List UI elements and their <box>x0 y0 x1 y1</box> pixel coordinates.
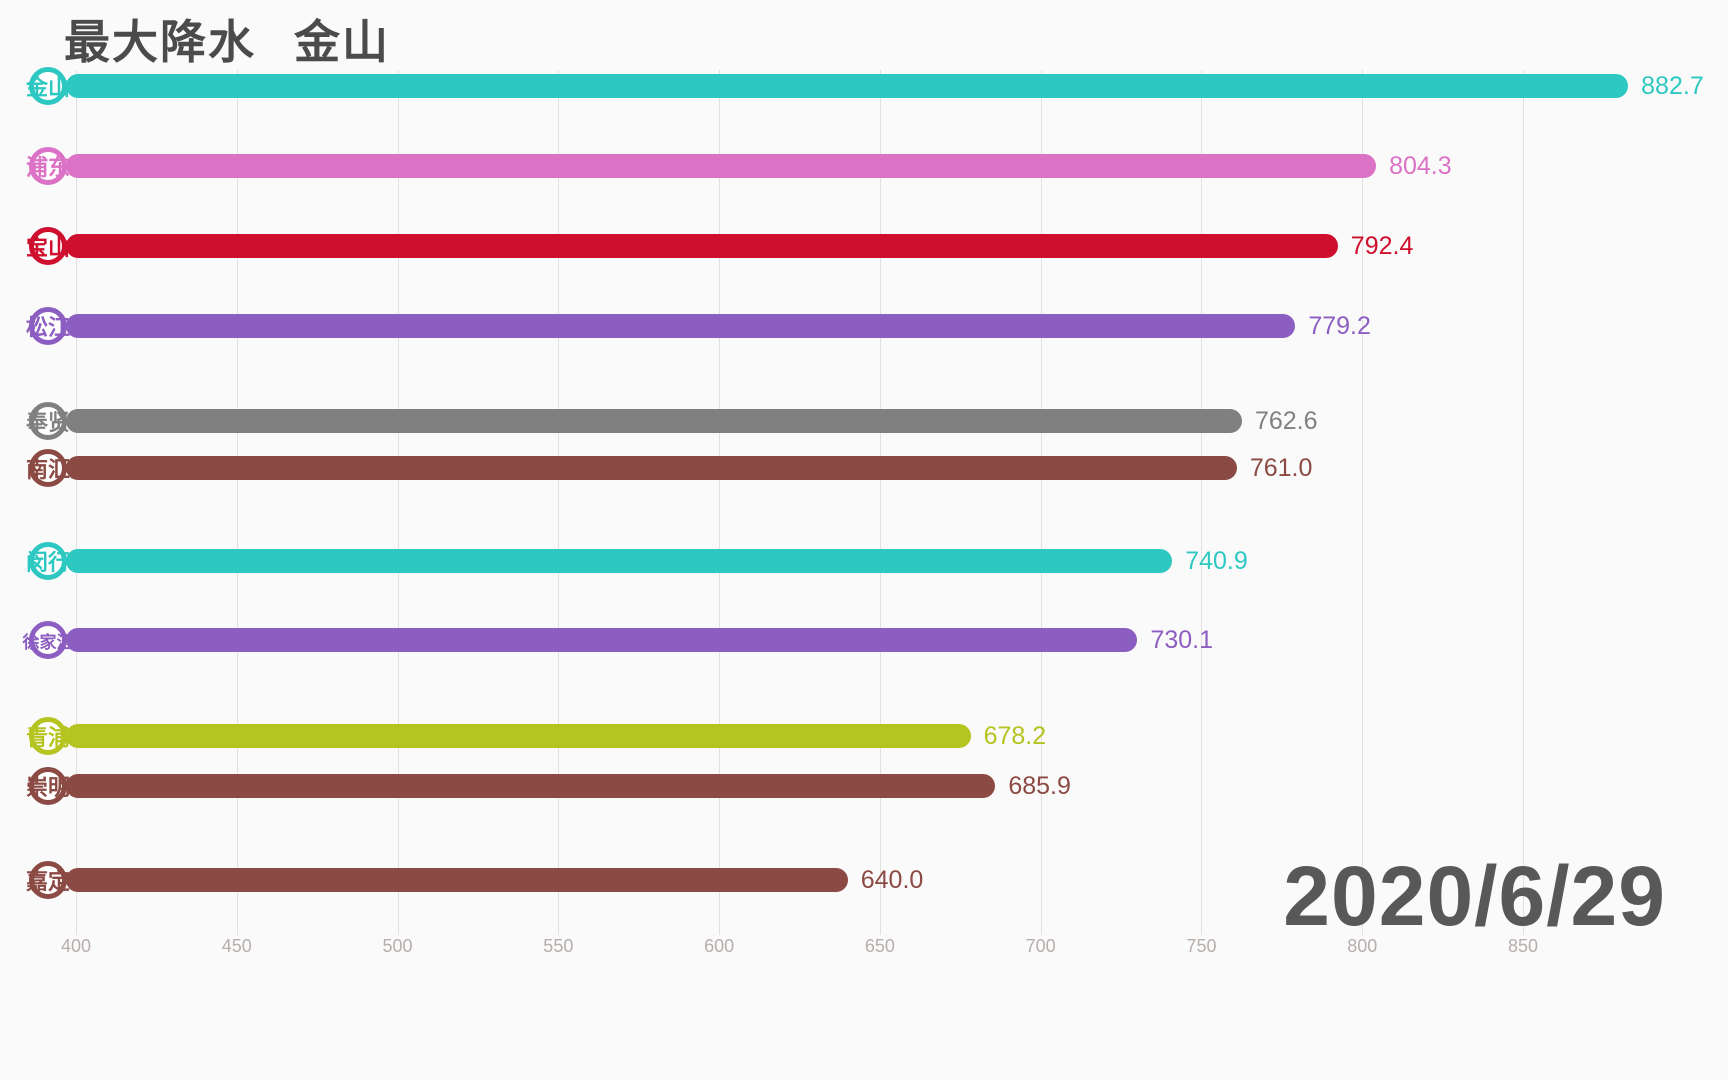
bar <box>66 724 971 748</box>
district-badge-label: 浦东 <box>26 155 71 180</box>
bar-value-label: 882.7 <box>1641 72 1704 100</box>
district-badge: 浦东 <box>26 147 71 185</box>
bar-value-label: 640.0 <box>860 866 924 894</box>
district-badge: 嘉定 <box>26 861 71 899</box>
district-badge-label: 徐家汇 <box>22 632 74 652</box>
district-badge-label: 嘉定 <box>26 869 71 894</box>
bar-value-label: 740.9 <box>1185 547 1248 575</box>
x-tick-label-400: 400 <box>60 936 92 956</box>
bar-value-label: 678.2 <box>983 722 1047 750</box>
x-tick-label-700: 700 <box>1025 936 1056 956</box>
x-tick-label-750: 750 <box>1186 936 1217 956</box>
chart-title-metric: 最大降水 <box>64 16 256 68</box>
district-badge: 闵行 <box>26 542 71 580</box>
gridline-550 <box>558 70 560 935</box>
x-tick-label-550: 550 <box>543 936 574 956</box>
district-badge: 金山 <box>26 67 71 105</box>
gridline-450 <box>236 70 238 935</box>
district-badge: 松江 <box>26 307 71 345</box>
district-badge-label: 闵行 <box>26 550 71 575</box>
chart-title-leader: 金山 <box>294 16 390 68</box>
gridline-650 <box>879 70 881 935</box>
gridline-700 <box>1040 70 1042 935</box>
bar <box>66 456 1237 480</box>
bar-value-label: 792.4 <box>1350 232 1414 260</box>
date-label: 2020/6/29 <box>1283 849 1666 943</box>
district-badge-label: 奉贤 <box>26 410 71 435</box>
district-badge: 崇明 <box>26 767 71 805</box>
bar <box>66 409 1242 433</box>
district-badge: 徐家汇 <box>23 621 74 659</box>
bar <box>66 74 1629 98</box>
x-tick-label-800: 800 <box>1347 936 1378 956</box>
district-badge: 宝山 <box>26 227 71 265</box>
chart-title: 最大降水 金山 <box>64 6 390 72</box>
bar-value-label: 761.0 <box>1249 454 1313 482</box>
district-badge: 青浦 <box>26 717 71 755</box>
gridline-400 <box>76 70 77 935</box>
x-tick-label-850: 850 <box>1507 936 1539 956</box>
bar-value-label: 762.6 <box>1254 407 1318 435</box>
bar-value-label: 779.2 <box>1308 312 1371 340</box>
district-badge-label: 青浦 <box>26 725 71 750</box>
district-badge-label: 金山 <box>26 75 71 100</box>
gridline-850 <box>1523 70 1525 935</box>
x-tick-label-650: 650 <box>864 936 895 956</box>
bar-value-label: 804.3 <box>1389 152 1452 180</box>
district-badge: 南汇 <box>26 449 71 487</box>
x-tick-label-450: 450 <box>221 936 252 956</box>
bar <box>66 628 1138 652</box>
district-badge: 奉贤 <box>26 402 71 440</box>
district-badge-label: 南汇 <box>26 457 71 482</box>
bar <box>66 774 996 798</box>
bar <box>66 234 1338 258</box>
bar-value-label: 685.9 <box>1008 772 1071 800</box>
bar-value-label: 730.1 <box>1150 626 1214 654</box>
gridline-800 <box>1362 70 1364 935</box>
district-badge-label: 崇明 <box>26 775 71 800</box>
bar <box>66 868 848 892</box>
x-tick-label-500: 500 <box>382 936 413 956</box>
gridline-500 <box>397 70 399 935</box>
bar <box>66 549 1173 573</box>
bar <box>66 154 1377 178</box>
district-badge-label: 松江 <box>26 315 71 340</box>
gridline-600 <box>719 70 721 935</box>
gridline-750 <box>1201 70 1203 935</box>
bar <box>66 314 1296 338</box>
x-tick-label-600: 600 <box>704 936 735 956</box>
district-badge-label: 宝山 <box>26 235 71 260</box>
